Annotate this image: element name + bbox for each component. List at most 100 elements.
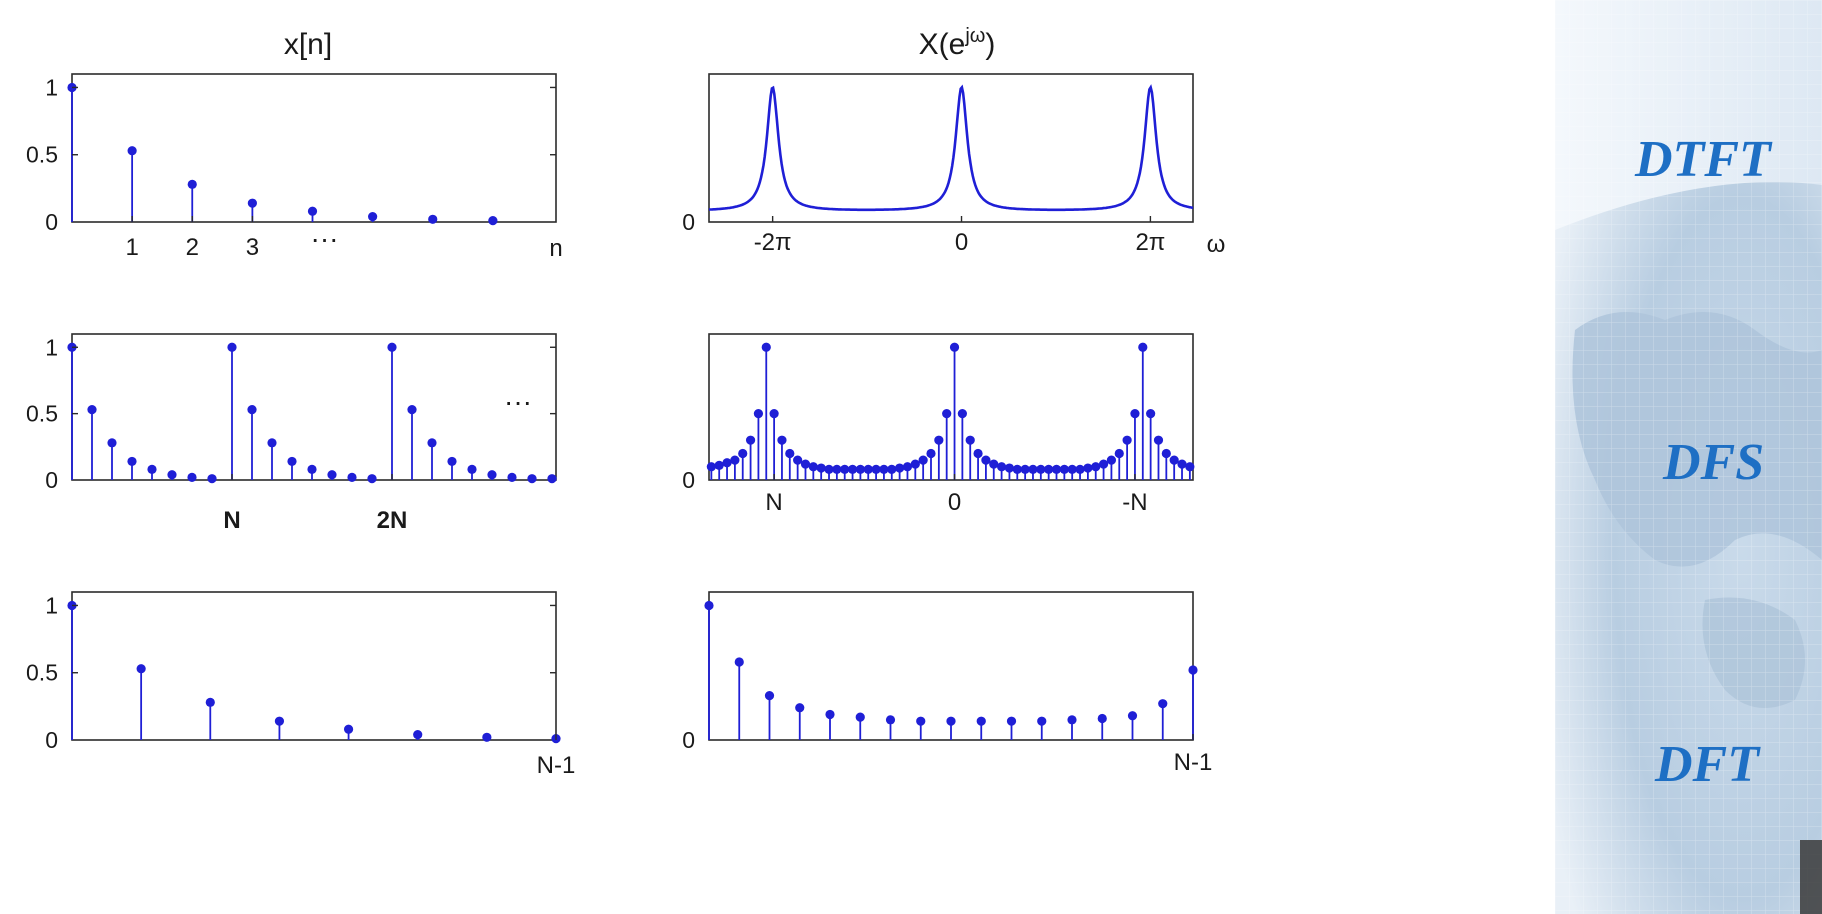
x-tick-label: 3: [246, 234, 259, 261]
plot-X_dft: 0 N-1: [682, 591, 1212, 776]
stem-marker: [1004, 463, 1015, 473]
stem-marker: [946, 716, 956, 726]
stem-marker: [527, 474, 537, 484]
x-tick-label: 2N: [377, 507, 408, 534]
stem-marker: [769, 409, 779, 419]
stem-marker: [832, 464, 842, 474]
y-tick-label: 1: [45, 592, 58, 618]
stem-marker: [1146, 409, 1156, 419]
label-dfs: DFS: [1663, 434, 1765, 491]
stem-marker: [800, 459, 811, 469]
stem-marker: [1169, 455, 1179, 465]
y-tick-label: 0: [682, 209, 695, 235]
stem-marker: [1098, 459, 1109, 469]
stem-marker: [1177, 459, 1187, 469]
stem-marker: [1188, 665, 1198, 675]
stem-marker: [1138, 342, 1148, 352]
stem-marker: [1106, 455, 1117, 465]
stem-marker: [973, 448, 983, 459]
stem-marker: [1044, 464, 1054, 474]
stem-marker: [1161, 448, 1171, 459]
stem-marker: [1067, 715, 1077, 725]
stem-marker: [902, 462, 913, 472]
stem-marker: [957, 409, 967, 419]
stem-marker: [816, 463, 826, 473]
stem-marker: [887, 464, 897, 474]
stem-marker: [895, 463, 905, 473]
stem-marker: [227, 342, 237, 352]
stem-marker: [287, 456, 297, 467]
x-tick-label: N-1: [537, 752, 576, 779]
y-tick-label: 0: [45, 467, 58, 493]
stem-marker: [1083, 463, 1093, 473]
stem-marker: [910, 459, 920, 469]
globe-background-panel: DTFT DFS DFT: [1555, 0, 1822, 914]
stem-marker: [981, 455, 991, 465]
stem-marker: [855, 712, 865, 722]
plot-frame: [71, 333, 557, 481]
x-axis-label: n: [549, 235, 562, 262]
stem-marker: [795, 703, 805, 713]
stem-marker: [1130, 409, 1140, 419]
stem-marker: [307, 464, 317, 474]
stem-marker: [1006, 716, 1017, 726]
stem-marker: [863, 464, 873, 474]
stem-marker: [825, 709, 835, 720]
stem-marker: [926, 448, 936, 459]
stem-marker: [1020, 464, 1030, 474]
stem-marker: [387, 342, 397, 352]
stem-marker: [996, 462, 1007, 472]
plot-X_dtft: 0 -2π 0 2π ω X(ejω): [682, 25, 1225, 258]
stem-marker: [722, 458, 732, 468]
stem-marker: [1091, 462, 1101, 472]
y-tick-label: 0.5: [26, 660, 58, 686]
stem-marker: [840, 464, 850, 474]
stem-marker: [855, 464, 865, 474]
stem-marker: [307, 206, 318, 216]
ellipsis-mark: ···: [311, 223, 339, 254]
x-tick-label: 2π: [1135, 229, 1165, 256]
y-tick-label: 0: [682, 467, 695, 493]
x-tick-label: 1: [125, 234, 138, 261]
stem-marker: [207, 474, 217, 484]
stem-marker: [879, 464, 889, 474]
stem-marker: [847, 464, 858, 474]
stem-marker: [1114, 448, 1124, 459]
stem-marker: [107, 438, 117, 448]
x-tick-label: N: [765, 489, 782, 516]
x-axis-label: ω: [1207, 231, 1226, 258]
y-tick-label: 0.5: [26, 401, 58, 427]
stem-marker: [1097, 713, 1107, 724]
chart-title: X(ejω): [919, 25, 996, 61]
stem-marker: [367, 474, 377, 484]
stem-marker: [327, 470, 337, 480]
stem-marker: [205, 697, 215, 707]
stem-marker: [1059, 464, 1069, 474]
stem-marker: [753, 409, 764, 419]
stem-marker: [413, 730, 423, 740]
y-tick-label: 1: [45, 74, 58, 100]
stem-marker: [1028, 464, 1038, 474]
stem-marker: [976, 716, 986, 726]
stem-marker: [87, 405, 97, 415]
x-tick-label: -N: [1122, 489, 1147, 516]
stem-marker: [1153, 435, 1164, 445]
stem-marker: [1037, 716, 1047, 726]
label-dtft: DTFT: [1635, 131, 1771, 188]
label-dft: DFT: [1655, 736, 1759, 793]
stem-marker: [187, 179, 197, 189]
stem-marker: [1036, 464, 1046, 474]
stem-marker: [738, 448, 748, 459]
stem-marker: [965, 435, 975, 445]
stem-marker: [808, 462, 818, 472]
ellipsis-mark: ···: [504, 386, 532, 417]
y-tick-label: 0: [682, 727, 695, 753]
stem-marker: [247, 198, 257, 208]
stem-marker: [793, 455, 803, 465]
x-tick-label: 0: [955, 229, 968, 256]
stem-marker: [407, 405, 417, 415]
plot-X_dfs: 0 N 0 -N: [682, 333, 1195, 516]
stem-marker: [745, 435, 756, 445]
stem-marker: [136, 664, 146, 674]
y-tick-label: 1: [45, 334, 58, 360]
